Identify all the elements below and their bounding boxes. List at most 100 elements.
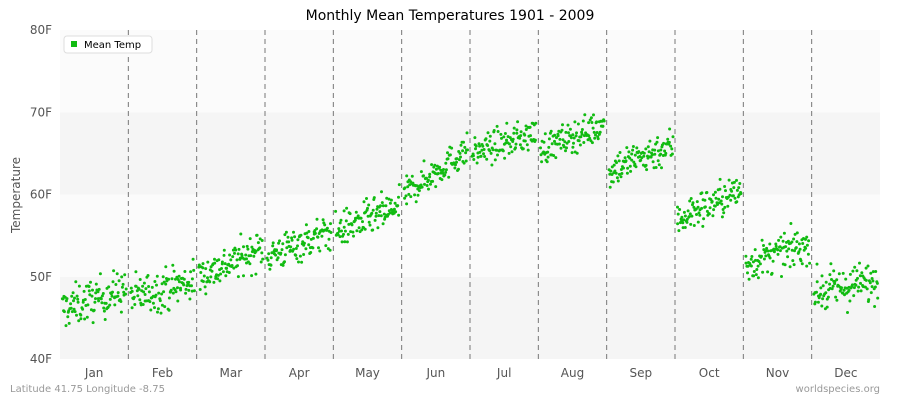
data-point [289, 245, 293, 249]
data-point [104, 301, 108, 305]
data-point [459, 143, 463, 147]
data-point [155, 283, 158, 287]
data-point [293, 235, 297, 239]
data-point [558, 137, 562, 141]
data-point [815, 280, 819, 284]
data-point [70, 310, 74, 314]
data-point [799, 259, 803, 263]
data-point [721, 195, 724, 199]
data-point [132, 295, 136, 299]
x-axis-ticks: Jan Feb Mar Apr May Jun Jul Aug Sep Oct Nov Dec [84, 366, 858, 380]
data-point [454, 163, 457, 167]
x-tick-label: Dec [834, 366, 857, 380]
data-point [615, 161, 618, 165]
data-point [171, 263, 175, 267]
data-point [324, 244, 328, 248]
x-tick-label: Aug [561, 366, 584, 380]
data-point [749, 264, 753, 268]
x-tick-label: Nov [766, 366, 789, 380]
data-point [821, 297, 825, 301]
data-point [176, 286, 179, 290]
data-point [589, 116, 593, 120]
data-point [114, 283, 118, 286]
data-point [828, 273, 832, 277]
data-point [509, 145, 513, 149]
data-point [871, 270, 875, 274]
data-point [596, 137, 600, 141]
x-tick-label: Mar [220, 366, 243, 380]
data-point [176, 299, 180, 303]
data-point [153, 306, 156, 310]
data-point [560, 128, 564, 132]
data-point [566, 123, 570, 127]
data-point [613, 169, 617, 173]
data-point [274, 253, 278, 257]
data-point [620, 172, 624, 175]
data-point [160, 292, 164, 296]
data-point [657, 163, 661, 167]
data-point [834, 295, 838, 299]
data-point [647, 150, 651, 154]
data-point [842, 288, 846, 292]
data-point [216, 277, 220, 281]
data-point [681, 226, 685, 230]
data-point [580, 132, 584, 136]
y-tick-label: 40F [30, 352, 52, 366]
data-point [285, 246, 289, 250]
data-point [405, 202, 409, 206]
data-point [844, 277, 848, 281]
data-point [625, 171, 629, 175]
data-point [561, 138, 565, 142]
data-point [447, 175, 451, 179]
data-point [788, 265, 792, 269]
data-point [206, 276, 209, 280]
data-point [464, 159, 468, 163]
data-point [111, 290, 114, 294]
data-point [72, 299, 75, 303]
data-point [718, 177, 722, 181]
data-point [622, 166, 625, 170]
data-point [826, 295, 830, 299]
data-point [858, 274, 862, 278]
data-point [177, 280, 181, 284]
data-point [800, 262, 804, 266]
data-point [762, 257, 766, 261]
data-point [397, 195, 400, 199]
data-point [429, 182, 432, 186]
data-point [852, 294, 856, 298]
data-point [602, 119, 606, 123]
data-point [250, 245, 254, 249]
data-point [302, 241, 306, 245]
data-point [373, 218, 377, 222]
data-point [611, 180, 615, 184]
data-point [552, 154, 556, 157]
data-point [259, 260, 263, 264]
data-point [159, 311, 163, 315]
data-point [489, 151, 493, 155]
data-point [85, 315, 89, 319]
data-point [375, 207, 379, 211]
data-point [372, 196, 376, 200]
data-point [820, 274, 824, 278]
data-point [307, 230, 311, 233]
data-point [134, 284, 138, 288]
data-point [170, 277, 174, 281]
data-point [96, 297, 100, 301]
data-point [534, 121, 538, 125]
data-point [482, 152, 485, 156]
data-point [422, 159, 426, 163]
data-point [820, 304, 824, 308]
data-point [728, 193, 732, 197]
data-point [65, 297, 69, 301]
data-point [864, 266, 868, 270]
data-point [457, 158, 461, 162]
data-point [564, 130, 568, 134]
data-point [717, 197, 721, 201]
data-point [830, 287, 834, 291]
data-point [701, 224, 705, 228]
data-point [505, 121, 509, 125]
data-point [714, 196, 718, 200]
data-point [797, 250, 801, 254]
data-point [160, 303, 164, 307]
x-tick-label: Jan [84, 366, 104, 380]
